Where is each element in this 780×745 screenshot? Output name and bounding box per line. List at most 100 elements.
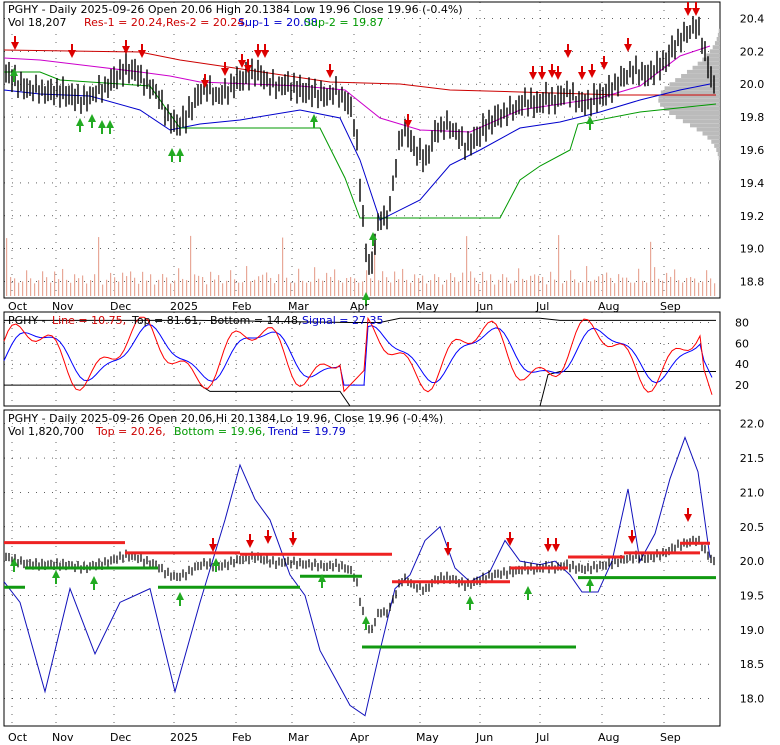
sell-arrow — [600, 62, 608, 70]
price-x-tick: Mar — [288, 300, 309, 313]
sell-arrow — [624, 44, 632, 52]
volume-bar — [538, 275, 540, 296]
sell-arrow — [578, 72, 586, 80]
volume-bar — [306, 282, 308, 296]
cycle-y-tick: 19.5 — [740, 589, 765, 602]
volume-bar — [318, 278, 320, 296]
volume-bar — [142, 271, 144, 296]
cycle-buy-arrow — [212, 558, 220, 566]
volume-bar — [62, 268, 64, 296]
volume-bar — [530, 275, 532, 296]
volume-bar — [710, 278, 712, 296]
cycle-sell-arrow — [544, 544, 552, 552]
volume-bar — [86, 283, 88, 296]
volume-bar — [130, 271, 132, 296]
volume-bar — [126, 276, 128, 296]
volume-bar — [54, 271, 56, 296]
osc-bottom-band — [4, 371, 716, 407]
res1-label: Res-1 = 20.24, — [84, 16, 166, 29]
sell-arrow — [238, 60, 246, 68]
volume-bar — [106, 279, 108, 296]
cycle-top-label: Top = 20.26, — [95, 425, 166, 438]
volume-bar — [38, 280, 40, 296]
price-x-tick: Jul — [535, 300, 549, 313]
volume-bar — [598, 276, 600, 296]
volume-bar — [290, 282, 292, 296]
osc-bottom-label: Bottom = 14.48, — [210, 314, 302, 327]
volume-bar — [254, 279, 256, 296]
volume-bar — [462, 272, 464, 296]
osc-main-line — [3, 316, 713, 395]
volume-bar — [402, 268, 404, 296]
volume-bar — [194, 274, 196, 296]
volume-bar — [574, 279, 576, 296]
cycle-x-tick: Mar — [288, 731, 309, 744]
cycle-layer — [3, 436, 716, 717]
buy-arrow — [10, 68, 18, 76]
volume-bar — [634, 282, 636, 296]
osc-y-tick: 40 — [735, 358, 749, 371]
volume-bar — [170, 283, 172, 296]
volume-bar — [314, 267, 316, 296]
cycle-panel-frame — [3, 409, 721, 727]
cycle-header-vol: Vol 1,820,700 — [8, 425, 84, 438]
volume-bar — [222, 283, 224, 296]
price-layer — [3, 2, 720, 306]
sell-arrow — [684, 8, 692, 16]
price-header-bg — [5, 3, 357, 29]
volume-bar — [686, 277, 688, 296]
volume-bar — [42, 271, 44, 296]
volume-bar — [566, 280, 568, 296]
cycle-buy-arrow — [362, 616, 370, 624]
volume-bar — [210, 271, 212, 296]
volume-bar — [506, 277, 508, 296]
volume-bar — [102, 284, 104, 296]
volume-bar — [310, 281, 312, 296]
sell-arrow — [538, 72, 546, 80]
sell-arrow — [404, 120, 412, 128]
grid-dots — [4, 2, 714, 726]
volume-bar — [250, 281, 252, 296]
price-y-tick: 19.6 — [740, 144, 765, 157]
volume-profile-bar — [697, 61, 720, 66]
volume-bar — [190, 235, 192, 296]
cycle-x-tick: May — [416, 731, 439, 744]
volume-bar — [522, 278, 524, 296]
volume-bar — [134, 277, 136, 296]
volume-bar — [330, 276, 332, 296]
price-x-tick: 2025 — [170, 300, 198, 313]
volume-bar — [562, 283, 564, 296]
volume-profile-bar — [709, 49, 720, 54]
volume-profile-bar — [696, 127, 720, 132]
price-x-tick: Aug — [598, 300, 619, 313]
osc-y-tick: 20 — [735, 379, 749, 392]
volume-bar — [426, 283, 428, 296]
cycle-buy-arrow — [90, 576, 98, 584]
volume-bar — [434, 274, 436, 296]
volume-bar — [486, 280, 488, 296]
volume-bar — [182, 278, 184, 296]
cycle-sell-arrow — [444, 548, 452, 556]
volume-bar — [446, 279, 448, 296]
price-x-tick: Dec — [110, 300, 131, 313]
volume-bar — [390, 282, 392, 296]
cycle-y-tick: 19.0 — [740, 624, 765, 637]
volume-bar — [266, 272, 268, 296]
volume-profile-bar — [660, 90, 720, 95]
cycle-y-tick: 20.0 — [740, 555, 765, 568]
volume-bar — [514, 280, 516, 296]
volume-profile-bar — [716, 148, 720, 152]
volume-bar — [6, 238, 8, 296]
volume-bar — [642, 280, 644, 296]
sell-arrow — [554, 72, 562, 80]
volume-profile-bar — [682, 119, 720, 124]
volume-bar — [418, 278, 420, 296]
volume-bar — [26, 270, 28, 296]
cycle-sell-arrow — [289, 538, 297, 546]
volume-bar — [626, 277, 628, 296]
volume-profile-bar — [692, 65, 720, 70]
osc-top-band — [4, 317, 716, 323]
volume-bar — [370, 278, 372, 296]
price-header-vol: Vol 18,207 — [8, 16, 66, 29]
volume-bar — [466, 236, 468, 296]
